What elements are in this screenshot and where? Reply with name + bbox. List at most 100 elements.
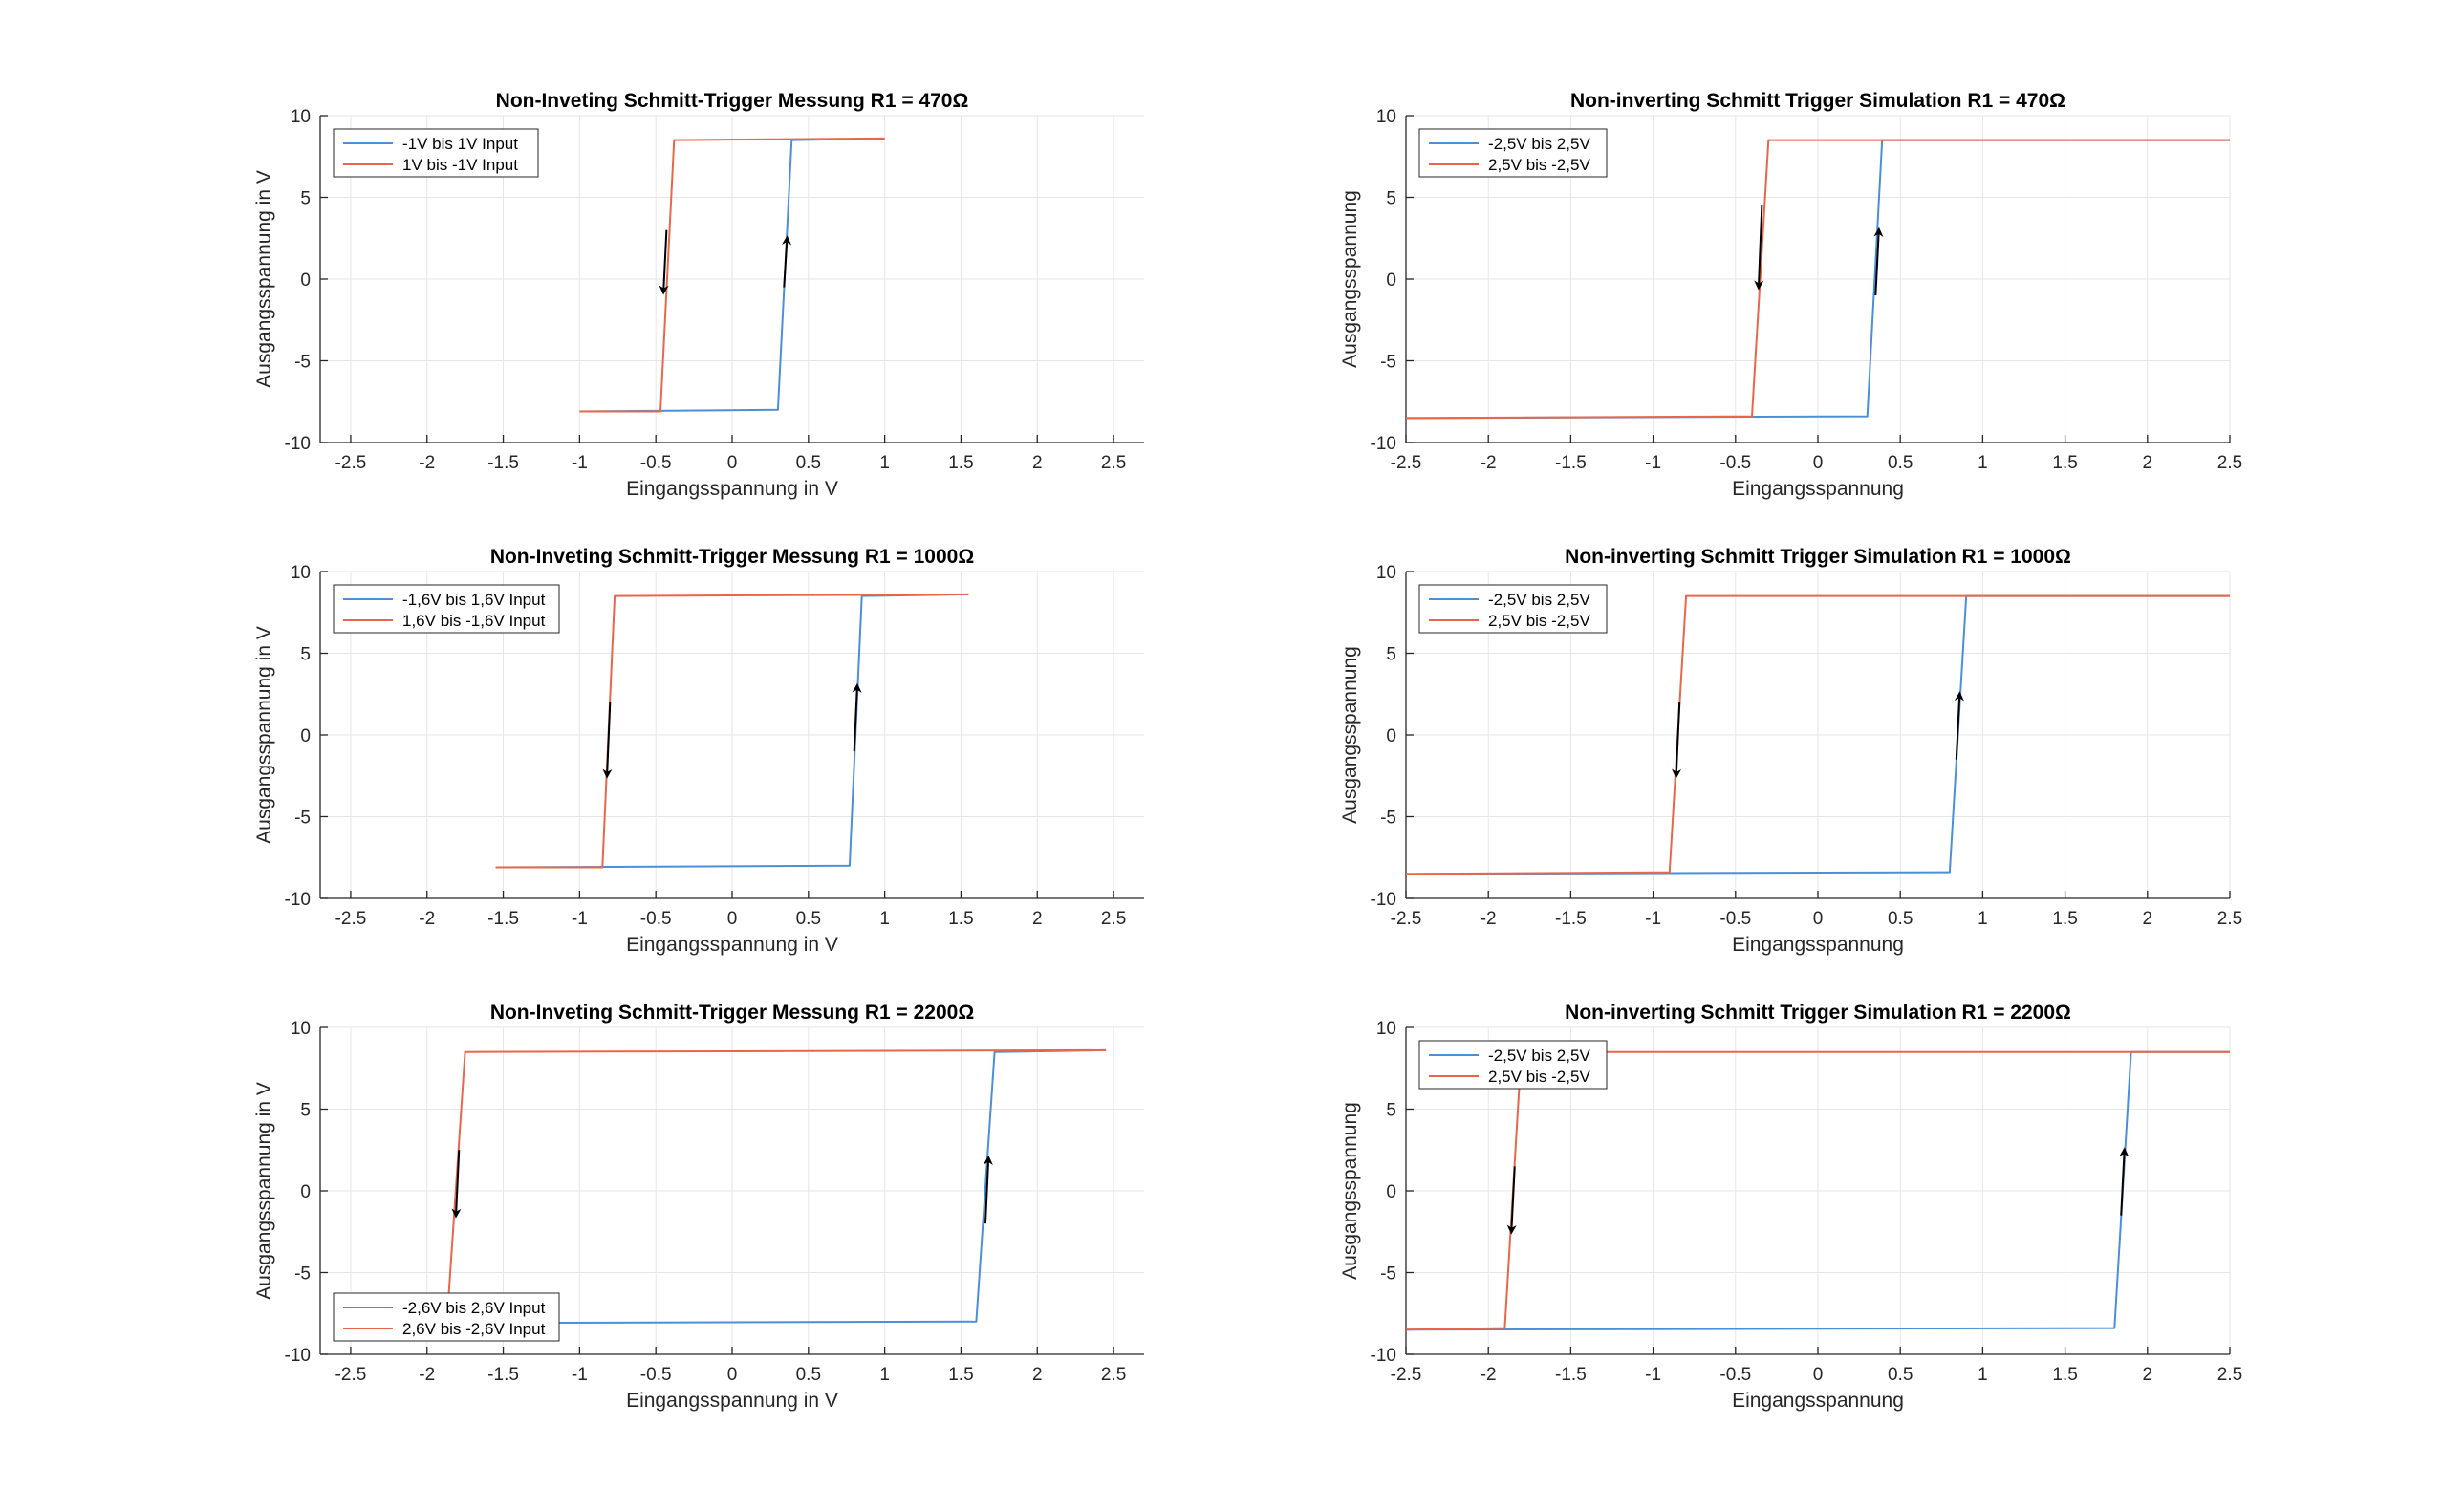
y-axis-label: Ausgangsspannung in V — [253, 170, 275, 388]
chart-panel-2: -2.5 -2 -1.5 -1 -0.5 0 0.5 1 1.5 2 2.5 -10 -5 0 5 10 Non… — [1339, 90, 2242, 500]
legend-label: 1,6V bis -1,6V Input — [402, 612, 546, 630]
y-tick-label: 0 — [300, 1182, 311, 1202]
series-line-2 — [1405, 139, 2230, 420]
y-tick-label: -10 — [285, 1346, 311, 1366]
x-tick-label: 0.5 — [1888, 909, 1913, 929]
x-tick-label: 0.5 — [1888, 453, 1913, 473]
direction-arrow — [659, 229, 669, 295]
chart-title: Non-inverting Schmitt Trigger Simulation… — [1565, 546, 2071, 568]
x-tick-label: -2.5 — [335, 909, 367, 929]
x-tick-label: 2.5 — [2217, 909, 2242, 929]
chart-title: Non-Inveting Schmitt-Trigger Messung R1 … — [496, 90, 969, 112]
y-tick-label: -5 — [294, 353, 311, 373]
y-tick-label: 10 — [1376, 107, 1396, 127]
x-tick-label: -0.5 — [1719, 909, 1751, 929]
x-tick-label: 1 — [1978, 453, 1988, 473]
x-tick-label: 1.5 — [2052, 1365, 2077, 1385]
x-tick-label: -0.5 — [640, 453, 672, 473]
direction-arrow — [1954, 691, 1964, 760]
y-tick-label: 0 — [300, 270, 311, 291]
x-tick-label: -1 — [1645, 909, 1661, 929]
x-tick-label: -2.5 — [1391, 909, 1422, 929]
y-tick-label: 5 — [1386, 645, 1396, 665]
y-tick-label: -5 — [1380, 353, 1396, 373]
x-axis-label: Eingangsspannung in V — [626, 1390, 838, 1412]
direction-arrow — [2119, 1147, 2130, 1216]
direction-arrow — [852, 682, 862, 752]
direction-arrow — [602, 702, 613, 779]
direction-arrow — [983, 1155, 993, 1224]
x-tick-label: -2.5 — [335, 453, 367, 473]
x-tick-label: 1 — [1978, 1365, 1988, 1385]
legend-box — [1418, 584, 1608, 634]
y-tick-label: 0 — [1386, 270, 1396, 291]
legend: -1V bis 1V Input 1V bis -1V Input — [333, 128, 539, 178]
x-tick-label: 1.5 — [2052, 909, 2077, 929]
x-tick-label: -0.5 — [640, 909, 672, 929]
legend-label: 1V bis -1V Input — [402, 156, 518, 174]
x-tick-label: -1.5 — [1555, 909, 1587, 929]
x-tick-label: 2 — [2143, 1365, 2153, 1385]
legend-label: 2,5V bis -2,5V — [1488, 612, 1590, 630]
y-tick-label: 5 — [300, 189, 311, 209]
y-axis-label: Ausgangsspannung in V — [253, 626, 275, 844]
chart-title: Non-inverting Schmitt Trigger Simulation… — [1570, 90, 2065, 112]
y-tick-label: -5 — [294, 1264, 311, 1285]
x-tick-label: -2 — [419, 909, 435, 929]
legend: -2,5V bis 2,5V 2,5V bis -2,5V — [1418, 1040, 1608, 1090]
x-tick-label: -1 — [572, 909, 588, 929]
x-tick-label: 0 — [1813, 453, 1824, 473]
direction-arrow — [1506, 1166, 1517, 1235]
x-tick-label: 0 — [727, 1365, 738, 1385]
x-axis-label: Eingangsspannung in V — [626, 478, 838, 500]
x-tick-label: 2.5 — [1101, 453, 1126, 473]
y-tick-label: 10 — [291, 1019, 311, 1039]
chart-title: Non-Inveting Schmitt-Trigger Messung R1 … — [490, 1002, 974, 1024]
y-tick-label: 5 — [300, 645, 311, 665]
legend: -2,5V bis 2,5V 2,5V bis -2,5V — [1418, 584, 1608, 634]
y-tick-label: 10 — [291, 107, 311, 127]
x-tick-label: -2 — [419, 1365, 435, 1385]
x-tick-label: -1 — [572, 1365, 588, 1385]
y-tick-label: -10 — [1371, 434, 1396, 454]
legend-label: -2,5V bis 2,5V — [1488, 1047, 1590, 1065]
chart-panel-1: -2.5 -2 -1.5 -1 -0.5 0 0.5 1 1.5 2 2.5 -10 -5 0 5 10 Non… — [253, 90, 1144, 500]
x-tick-label: 0.5 — [796, 909, 821, 929]
x-tick-label: 0.5 — [796, 453, 821, 473]
y-axis-label: Ausgangsspannung — [1339, 1102, 1361, 1280]
legend-label: 2,5V bis -2,5V — [1488, 156, 1590, 174]
x-tick-label: 1 — [879, 453, 890, 473]
x-tick-label: 2 — [2143, 453, 2153, 473]
y-tick-label: 10 — [1376, 563, 1396, 583]
x-tick-label: 0.5 — [1888, 1365, 1913, 1385]
y-tick-label: 0 — [300, 726, 311, 746]
y-tick-label: 5 — [1386, 189, 1396, 209]
x-tick-label: 1 — [879, 1365, 890, 1385]
direction-arrow — [451, 1150, 462, 1219]
legend-box — [333, 128, 539, 178]
y-axis-label: Ausgangsspannung — [1339, 646, 1361, 824]
x-tick-label: 1.5 — [2052, 453, 2077, 473]
x-tick-label: 2 — [1032, 453, 1043, 473]
y-tick-label: -10 — [1371, 890, 1396, 910]
chart-title: Non-inverting Schmitt Trigger Simulation… — [1565, 1002, 2071, 1024]
chart-panel-4: -2.5 -2 -1.5 -1 -0.5 0 0.5 1 1.5 2 2.5 -10 -5 0 5 10 Non… — [1339, 546, 2242, 956]
y-tick-label: 5 — [300, 1101, 311, 1121]
legend-label: -1,6V bis 1,6V Input — [402, 591, 546, 609]
x-tick-label: -0.5 — [1719, 453, 1751, 473]
x-tick-label: 1.5 — [948, 453, 973, 473]
x-tick-label: -1.5 — [1555, 1365, 1587, 1385]
x-tick-label: -1 — [1645, 453, 1661, 473]
x-tick-label: 0 — [1813, 1365, 1824, 1385]
x-tick-label: -2.5 — [1391, 1365, 1422, 1385]
x-tick-label: -1.5 — [487, 1365, 519, 1385]
y-axis-label: Ausgangsspannung — [1339, 190, 1361, 368]
y-tick-label: -10 — [285, 434, 311, 454]
chart-panel-3: -2.5 -2 -1.5 -1 -0.5 0 0.5 1 1.5 2 2.5 -10 -5 0 5 10 Non… — [253, 546, 1144, 956]
y-tick-label: 10 — [291, 563, 311, 583]
legend-label: -2,6V bis 2,6V Input — [402, 1299, 546, 1317]
legend-label: -1V bis 1V Input — [402, 135, 518, 153]
x-tick-label: -2.5 — [1391, 453, 1422, 473]
x-tick-label: -1 — [572, 453, 588, 473]
y-tick-label: 10 — [1376, 1019, 1396, 1039]
